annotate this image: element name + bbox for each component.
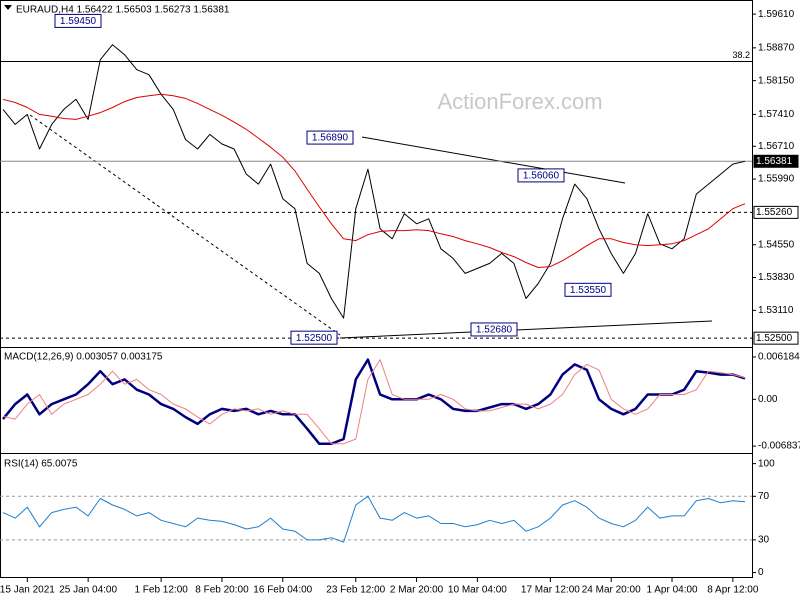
menu-icon bbox=[4, 5, 12, 10]
annotation-label: 1.59450 bbox=[60, 16, 97, 27]
price-label: 1.52500 bbox=[756, 333, 793, 344]
x-tick-label: 1 Feb 12:00 bbox=[134, 585, 188, 596]
annotation-box bbox=[517, 168, 565, 183]
series-line bbox=[2, 44, 746, 319]
x-tick-label: 8 Feb 20:00 bbox=[195, 585, 249, 596]
y-tick-label: 30 bbox=[758, 535, 770, 546]
y-tick-label: 1.57410 bbox=[758, 109, 795, 120]
price-label: 1.55260 bbox=[756, 207, 793, 218]
series-line bbox=[2, 93, 746, 268]
annotation-box bbox=[54, 13, 102, 28]
price-label-box bbox=[753, 154, 799, 168]
y-tick-label: 1.58150 bbox=[758, 75, 795, 86]
y-tick-label: 0.006184 bbox=[758, 352, 800, 363]
x-tick-label: 16 Feb 04:00 bbox=[253, 585, 312, 596]
x-tick-label: 15 Jan 2021 bbox=[0, 585, 55, 596]
price-label-box bbox=[753, 205, 799, 219]
x-tick-label: 1 Apr 04:00 bbox=[646, 585, 698, 596]
y-tick-label: 1.54550 bbox=[758, 239, 795, 250]
y-tick-label: 1.58870 bbox=[758, 42, 795, 53]
price-label-box bbox=[753, 331, 799, 345]
annotation-label: 1.52680 bbox=[476, 325, 513, 336]
trend-line bbox=[339, 320, 713, 339]
annotation-label: 1.56060 bbox=[523, 171, 560, 182]
x-tick-label: 10 Mar 04:00 bbox=[448, 585, 507, 596]
frame bbox=[0, 0, 753, 578]
y-tick-label: 1.56710 bbox=[758, 141, 795, 152]
annotation-label: 1.56890 bbox=[312, 133, 349, 144]
annotation-box bbox=[290, 330, 338, 345]
annotation-label: 1.53550 bbox=[570, 285, 607, 296]
x-tick-label: 23 Feb 12:00 bbox=[326, 585, 385, 596]
annotation-box bbox=[306, 130, 354, 145]
annotation-box bbox=[470, 322, 518, 337]
y-tick-label: -0.006837 bbox=[758, 441, 800, 452]
x-tick-label: 2 Mar 20:00 bbox=[390, 585, 444, 596]
fib-label: 38.2 bbox=[732, 50, 750, 60]
y-tick-label: 1.59610 bbox=[758, 9, 795, 20]
series-line bbox=[2, 359, 746, 445]
annotation-box bbox=[564, 282, 612, 297]
x-tick-label: 25 Jan 04:00 bbox=[59, 585, 117, 596]
panel-title: RSI(14) 65.0075 bbox=[4, 459, 78, 470]
watermark: ActionForex.com bbox=[437, 89, 602, 114]
y-tick-label: 100 bbox=[758, 458, 775, 469]
y-tick-label: 1.55990 bbox=[758, 174, 795, 185]
y-tick-label: 0.00 bbox=[758, 394, 778, 405]
x-tick-label: 24 Mar 20:00 bbox=[582, 585, 641, 596]
x-tick-label: 8 Apr 12:00 bbox=[707, 585, 759, 596]
y-tick-label: 1.53830 bbox=[758, 272, 795, 283]
price-label: 1.56381 bbox=[756, 156, 793, 167]
x-tick-label: 17 Mar 12:00 bbox=[521, 585, 580, 596]
trend-line bbox=[361, 136, 626, 184]
y-tick-label: 1.53110 bbox=[758, 305, 794, 316]
y-tick-label: 0 bbox=[758, 567, 764, 578]
series-line bbox=[2, 358, 746, 446]
annotation-label: 1.52500 bbox=[296, 333, 333, 344]
panel-title: MACD(12,26,9) 0.003057 0.003175 bbox=[4, 352, 163, 363]
y-tick-label: 70 bbox=[758, 491, 770, 502]
panel-title: EURAUD,H4 1.56422 1.56503 1.56273 1.5638… bbox=[16, 5, 230, 16]
series-line bbox=[2, 495, 746, 543]
